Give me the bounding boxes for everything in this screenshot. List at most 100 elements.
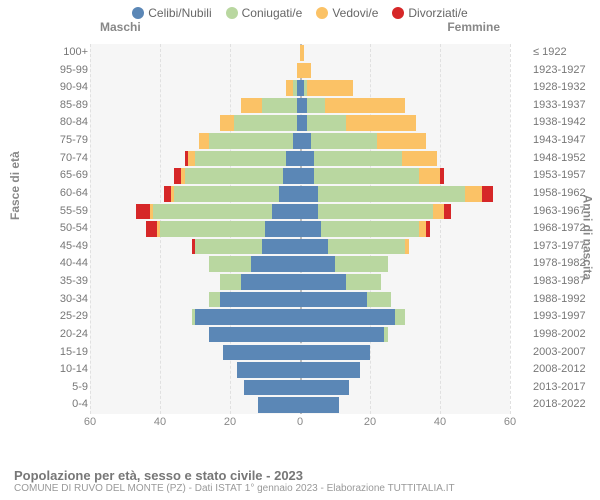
female-bars [300,309,405,325]
legend-label: Divorziati/e [408,6,467,20]
bar-segment-cel [293,133,300,149]
male-bars [174,168,300,184]
bar-segment-con [174,186,279,202]
age-label: 80-84 [50,114,88,132]
x-tick-label: 20 [364,416,376,428]
bar-segment-con [234,115,297,131]
pyramid-row [90,379,510,397]
pyramid-row [90,220,510,238]
bar-segment-cel [251,256,300,272]
bar-segment-div [164,186,171,202]
birthyear-label: 1953-1957 [533,167,593,185]
age-label: 100+ [50,44,88,62]
bar-segment-con [195,151,286,167]
pyramid-row [90,361,510,379]
age-label: 5-9 [50,379,88,397]
bar-segment-con [262,98,297,114]
male-bars [185,151,301,167]
bar-segment-ved [419,168,440,184]
x-tick-label: 40 [434,416,446,428]
bar-segment-cel [300,221,321,237]
bar-segment-ved [220,115,234,131]
birthyear-axis: ≤ 19221923-19271928-19321933-19371938-19… [533,44,593,414]
bar-segment-cel [244,380,300,396]
bar-segment-cel [300,133,311,149]
bar-segment-con [160,221,265,237]
female-bars [300,80,353,96]
bar-segment-cel [283,168,301,184]
male-bars [192,239,301,255]
male-bars [199,133,301,149]
age-label: 85-89 [50,97,88,115]
legend-item: Divorziati/e [392,6,467,20]
birthyear-label: 1968-1972 [533,220,593,238]
x-tick-label: 0 [297,416,303,428]
bar-segment-con [307,98,325,114]
pyramid-row [90,167,510,185]
female-bars [300,63,311,79]
x-axis: 6040200204060 [90,416,510,430]
birthyear-label: 1983-1987 [533,273,593,291]
legend-label: Coniugati/e [242,6,303,20]
bar-segment-con [220,274,241,290]
pyramid-row [90,326,510,344]
bar-segment-ved [465,186,483,202]
male-bars [220,274,301,290]
female-bars [300,168,444,184]
female-bars [300,239,409,255]
pyramid-row [90,344,510,362]
pyramid-row [90,79,510,97]
bar-segment-cel [195,309,300,325]
bar-segment-cel [300,98,307,114]
bar-segment-con [321,221,419,237]
female-bars [300,380,349,396]
age-label: 70-74 [50,150,88,168]
female-bars [300,397,339,413]
bar-segment-div [136,204,150,220]
bar-segment-ved [188,151,195,167]
bar-segment-con [346,274,381,290]
pyramid-row [90,62,510,80]
bar-segment-ved [300,63,311,79]
gender-labels: Maschi Femmine [0,20,600,36]
birthyear-label: 1923-1927 [533,62,593,80]
birthyear-label: 1963-1967 [533,203,593,221]
female-label: Femmine [447,20,500,34]
male-bars [237,362,300,378]
bar-segment-ved [286,80,293,96]
female-bars [300,151,437,167]
bar-segment-cel [286,151,300,167]
bar-segment-ved [199,133,210,149]
chart-subtitle: COMUNE DI RUVO DEL MONTE (PZ) - Dati IST… [14,483,586,494]
pyramid-row [90,185,510,203]
male-bars [164,186,301,202]
legend-item: Vedovi/e [316,6,378,20]
bar-segment-cel [258,397,300,413]
birthyear-label: 2013-2017 [533,379,593,397]
male-bars [220,115,301,131]
birthyear-label: ≤ 1922 [533,44,593,62]
legend-label: Vedovi/e [332,6,378,20]
age-label: 60-64 [50,185,88,203]
bar-segment-con [209,292,220,308]
bar-segment-cel [262,239,301,255]
bar-segment-div [440,168,444,184]
bar-segment-cel [300,115,307,131]
pyramid-row [90,273,510,291]
bar-segment-cel [300,309,395,325]
male-bars [286,80,300,96]
bar-segment-cel [300,186,318,202]
bar-segment-cel [220,292,301,308]
birthyear-label: 2008-2012 [533,361,593,379]
female-bars [300,45,304,61]
gridline [510,44,511,414]
bar-segment-con [209,256,251,272]
birthyear-label: 1933-1937 [533,97,593,115]
pyramid-row [90,150,510,168]
birthyear-label: 1993-1997 [533,308,593,326]
bar-segment-div [426,221,430,237]
male-bars [192,309,301,325]
pyramid-row [90,132,510,150]
legend-item: Celibi/Nubili [132,6,211,20]
x-tick-label: 60 [504,416,516,428]
